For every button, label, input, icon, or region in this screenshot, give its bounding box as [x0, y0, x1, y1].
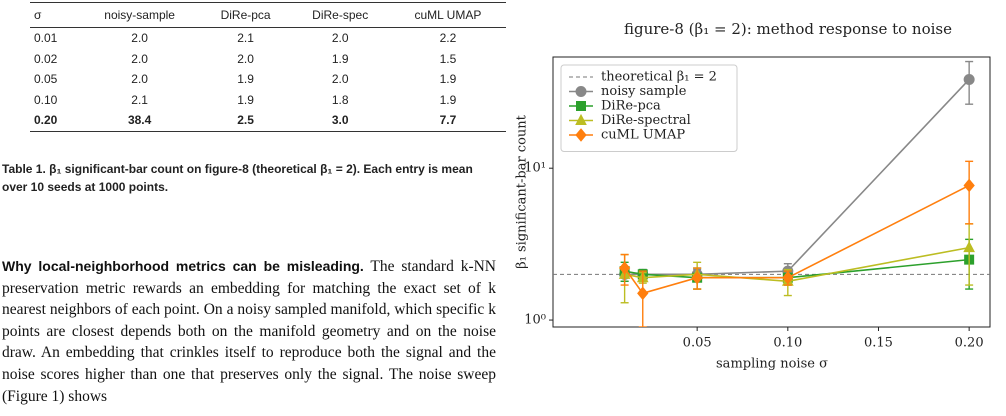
table-cell: 2.0: [131, 51, 148, 66]
x-tick-label: 0.15: [864, 336, 893, 351]
table-cell: 1.5: [439, 51, 457, 66]
chart-title: figure-8 (β₁ = 2): method response to no…: [624, 20, 952, 38]
error-bar: [965, 223, 974, 286]
column-header: DiRe-spec: [290, 2, 390, 28]
plot-frame: [552, 56, 991, 328]
table-cell: 0.02: [34, 51, 58, 66]
table-cell: 2.2: [439, 31, 457, 46]
table-cell: 3.0: [290, 110, 390, 132]
table-cell: 2.5: [200, 110, 291, 132]
table-cell: 2.0: [331, 31, 349, 46]
data-point: [618, 261, 631, 275]
data-point: [691, 270, 703, 285]
results-table: σ noisy-sample DiRe-pca DiRe-spec cuML UMAP 0…: [30, 2, 506, 132]
x-tick-label: 0.05: [683, 336, 712, 351]
column-header: DiRe-pca: [200, 2, 291, 28]
column-header: cuML UMAP: [389, 2, 506, 28]
table-row: 0.01 2.0 2.1 2.0 2.2: [30, 28, 506, 49]
y-axis-label: β₁ significant-bar count: [515, 114, 530, 269]
table-row: 0.05 2.0 1.9 2.0 1.9: [30, 69, 506, 90]
table-cell: 2.0: [237, 51, 254, 66]
table-cell: 2.0: [131, 31, 148, 46]
x-axis-label: sampling noise σ: [716, 357, 828, 372]
table-row: 0.20 38.4 2.5 3.0 7.7: [30, 110, 506, 132]
data-point: [963, 241, 975, 253]
table-cell: 0.20: [30, 110, 79, 132]
y-tick-label: 10⁰: [524, 313, 546, 328]
table-cell: 1.8: [331, 92, 349, 107]
legend-marker: [575, 86, 587, 97]
table-cell: 0.10: [34, 92, 58, 107]
column-header: σ: [30, 2, 79, 28]
legend-marker: [575, 113, 587, 125]
x-tick-label: 0.20: [955, 336, 984, 351]
table-cell: 2.1: [237, 31, 254, 46]
table-cell: 0.05: [34, 72, 58, 87]
error-bar: [965, 160, 974, 225]
paragraph: Why local-neighborhood metrics can be mi…: [2, 256, 496, 407]
legend-marker: [576, 101, 586, 111]
table-cell: 38.4: [78, 110, 201, 132]
x-tick-label: 0.10: [773, 336, 802, 351]
data-point: [637, 286, 649, 301]
legend-label: DiRe-spectral: [601, 113, 691, 128]
header-row: σ noisy-sample DiRe-pca DiRe-spec cuML UMAP: [30, 2, 506, 28]
data-point: [963, 178, 975, 193]
data-point: [963, 73, 975, 85]
table-cell: 2.0: [131, 72, 148, 87]
legend-label: cuML UMAP: [601, 128, 685, 143]
y-tick-label: 10¹: [524, 161, 546, 176]
paragraph-text: The standard k-NN preservation metric re…: [2, 258, 496, 405]
legend-marker: [575, 128, 587, 142]
column-header: noisy-sample: [78, 2, 201, 28]
table-cell: 7.7: [389, 110, 506, 132]
legend-label: theoretical β₁ = 2: [601, 70, 717, 85]
table-cell: 1.9: [439, 72, 457, 87]
data-point: [782, 270, 794, 285]
table-cell: 1.9: [439, 92, 457, 107]
table-row: 0.02 2.0 2.0 1.9 1.5: [30, 49, 506, 70]
table-cell: 1.9: [237, 92, 254, 107]
table-caption: Table 1. β₁ significant-bar count on fig…: [2, 162, 473, 194]
legend-box: [560, 64, 738, 152]
table-row: 0.10 2.1 1.9 1.8 1.9: [30, 90, 506, 111]
table-cell: 1.9: [237, 72, 254, 87]
table-cell: 0.01: [34, 31, 58, 46]
legend-label: DiRe-pca: [601, 99, 661, 114]
paragraph-lead: Why local-neighborhood metrics can be mi…: [2, 258, 364, 274]
legend-label: noisy sample: [601, 84, 687, 99]
table-cell: 2.0: [331, 72, 349, 87]
table-cell: 2.1: [131, 92, 148, 107]
table-cell: 1.9: [331, 51, 349, 66]
